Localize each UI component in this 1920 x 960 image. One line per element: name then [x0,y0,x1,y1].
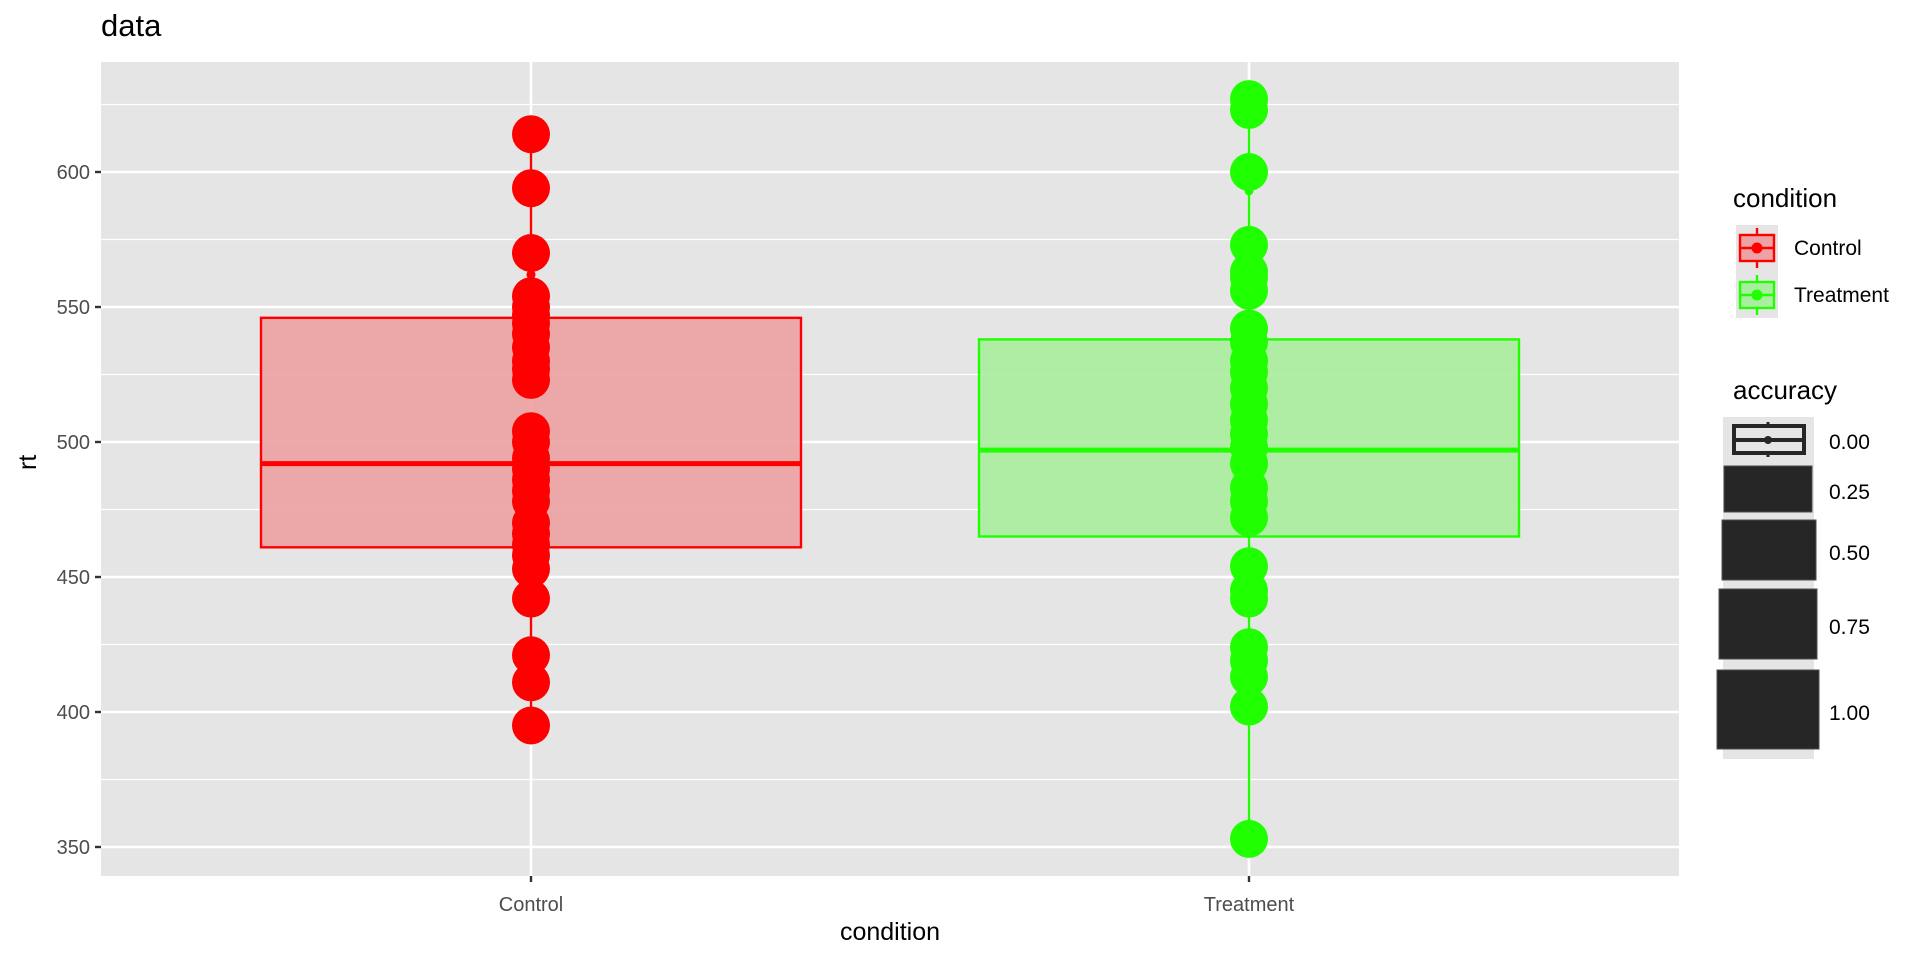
data-point [1230,153,1268,191]
boxplot-treatment [977,80,1521,858]
legend-key-accuracy-size-2-icon [1721,519,1817,581]
data-point [512,360,550,399]
axes: 350 400 450 500 550 600 Control Treatment [57,162,1295,916]
y-axis-title: rt [14,454,42,470]
y-tick-label: 400 [57,702,90,724]
legend-key-accuracy-0-icon [1732,422,1806,457]
data-point [512,549,550,588]
legend-key-accuracy-size-4-icon [1716,669,1820,750]
data-point [1230,579,1268,618]
legend-accuracy-label: 0.25 [1829,481,1870,504]
boxplots [259,80,1521,858]
key-point [1751,289,1763,301]
legend-key-accuracy-size-1-icon [1723,465,1813,513]
legend-accuracy-label: 0.50 [1829,542,1870,565]
data-point [512,706,550,745]
data-point [512,663,550,702]
chart-title: data [101,8,162,43]
legend-keys [1716,225,1820,759]
x-tick-label: Treatment [1204,894,1295,916]
key-point [1751,242,1763,254]
legend-condition-label: Treatment [1794,284,1889,307]
legend-key-accuracy-size-3-icon [1718,588,1818,660]
data-point [1230,271,1268,310]
legend-key-treatment-icon [1738,275,1776,315]
y-tick-label: 350 [57,837,90,859]
data-point [512,234,550,272]
data-point [1230,498,1268,537]
key-point [1764,436,1772,444]
y-tick-label: 500 [57,432,90,454]
legend-accuracy-label: 0.75 [1829,616,1870,639]
data-point [1230,819,1268,858]
data-point [512,636,550,675]
x-axis-title: condition [839,918,941,946]
y-tick-label: 450 [57,567,90,589]
legend-condition-label: Control [1794,237,1862,260]
small-point [1244,186,1254,196]
legend-accuracy-title: accuracy [1733,375,1838,405]
legend-accuracy-label: 1.00 [1829,702,1870,725]
legend-condition-title: condition [1733,183,1838,213]
y-tick-label: 550 [57,297,90,319]
legend-key-control-icon [1738,228,1776,268]
data-point [512,169,550,208]
legend-accuracy-label: 0.00 [1829,431,1870,454]
data-point [1230,657,1268,696]
data-point [1230,687,1268,726]
boxplot-control [259,115,803,745]
data-point [1230,225,1268,264]
data-point [1230,90,1268,129]
small-point [526,270,536,280]
data-point [512,115,550,154]
x-tick-label: Control [499,894,563,916]
y-tick-label: 600 [57,162,90,184]
data-point [512,579,550,618]
